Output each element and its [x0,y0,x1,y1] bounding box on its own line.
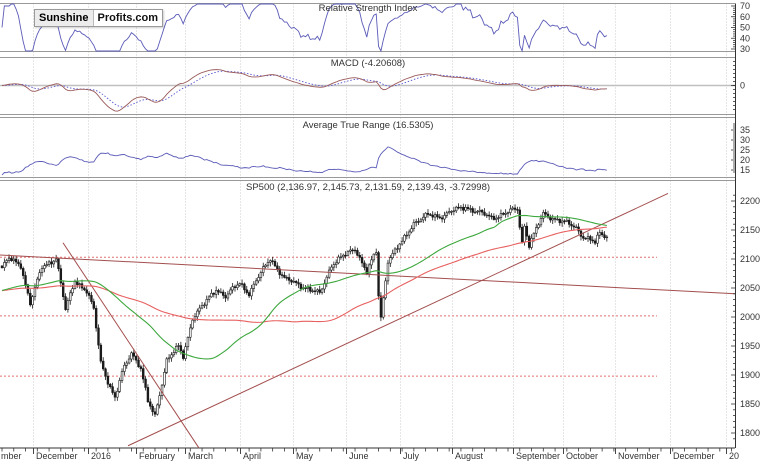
price-y-label: 2000 [740,312,760,322]
month-label: 2016 [91,451,111,461]
indicator-lines [1,3,608,176]
atr-y-label: 15 [740,165,750,175]
month-label: 20 [729,451,739,461]
panel-borders [0,3,736,449]
trendlines [0,193,736,449]
sp500-panel-title: SP500 (2,136.97, 2,145.73, 2,131.59, 2,1… [246,182,490,193]
fast-ma-line [1,214,607,360]
logo-sunshine-text: Sunshine [35,10,94,26]
month-label: September [516,451,560,461]
price-y-label: 1900 [740,370,760,380]
trendline-steep-decline [62,242,200,449]
rsi-y-label: 50 [740,23,750,33]
rsi-y-label: 40 [740,33,750,43]
support-resistance-lines [0,256,657,377]
atr-y-label: 30 [740,135,750,145]
atr-y-label: 20 [740,155,750,165]
axis-ticks [1,5,736,454]
atr-line [1,146,607,176]
logo-profits-text: Profits.com [93,10,163,26]
price-y-label: 2050 [740,283,760,293]
price-y-label: 1800 [740,428,760,438]
trendline-declining-resistance [0,254,736,295]
price-y-label: 2100 [740,254,760,264]
rsi-panel-title: Relative Strength Index [319,3,418,14]
month-label: May [296,451,314,461]
macd-signal-line [1,70,607,108]
month-label: October [566,451,598,461]
rsi-line [1,3,608,53]
month-label: July [403,451,420,461]
month-label: mber [1,451,22,461]
moving-averages [1,214,607,360]
macd-line [1,69,607,112]
month-label: November [618,451,660,461]
month-label: August [455,451,484,461]
month-label: June [349,451,369,461]
sunshineprofits-logo[interactable]: Sunshine Profits.com [34,9,164,27]
atr-y-label: 35 [740,125,750,135]
month-label: December [36,451,78,461]
atr-panel-title: Average True Range (16.5305) [303,120,434,131]
rsi-y-label: 70 [740,1,750,11]
month-label: April [243,451,261,461]
month-label: March [188,451,213,461]
price-y-label: 1950 [740,341,760,351]
atr-y-label: 25 [740,145,750,155]
month-label: February [139,451,176,461]
month-label: December [673,451,715,461]
price-y-label: 2150 [740,225,760,235]
rsi-y-label: 60 [740,12,750,22]
price-y-label: 2200 [740,196,760,206]
slow-ma-line [1,226,607,323]
candlestick-series [0,203,609,418]
macd-y-label: 0 [740,81,745,91]
rsi-y-label: 30 [740,44,750,54]
macd-panel-title: MACD (-4.20608) [331,58,405,69]
trendline-rising-support [127,193,669,447]
month-gridlines [33,3,727,448]
price-y-label: 1850 [740,399,760,409]
